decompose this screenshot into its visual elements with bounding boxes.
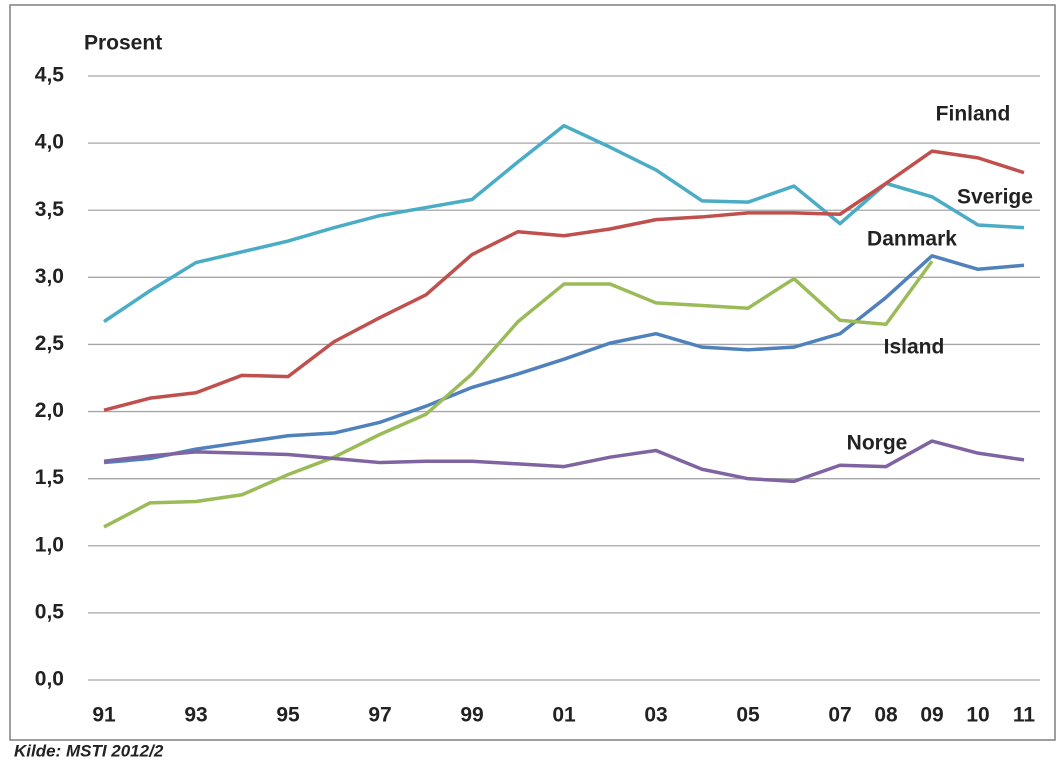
chart-frame bbox=[9, 4, 1056, 741]
series-label: Danmark bbox=[867, 228, 957, 251]
series-line bbox=[103, 123, 1025, 324]
y-tick-label: 4,5 bbox=[35, 64, 65, 87]
x-tick-label: 95 bbox=[276, 704, 300, 727]
x-tick-label: 01 bbox=[552, 704, 576, 727]
y-tick-label: 0,5 bbox=[35, 600, 65, 623]
series-label: Island bbox=[884, 336, 945, 359]
x-tick-label: 97 bbox=[368, 704, 391, 727]
x-tick-label: 08 bbox=[874, 704, 898, 727]
x-tick-label: 09 bbox=[920, 704, 943, 727]
series-line bbox=[103, 439, 1025, 484]
series-line bbox=[103, 149, 1025, 412]
series-line bbox=[103, 260, 934, 529]
y-axis-label: Prosent bbox=[84, 32, 162, 55]
y-tick-label: 3,0 bbox=[35, 265, 64, 288]
source-note: Kilde: MSTI 2012/2 bbox=[14, 741, 164, 760]
series-line bbox=[103, 254, 1025, 465]
y-tick-label: 2,5 bbox=[35, 332, 65, 355]
y-tick-label: 1,0 bbox=[35, 533, 64, 556]
y-tick-label: 2,0 bbox=[35, 399, 64, 422]
series-label: Norge bbox=[847, 432, 908, 455]
x-tick-label: 05 bbox=[736, 704, 760, 727]
series-label: Sverige bbox=[957, 186, 1033, 209]
x-tick-label: 10 bbox=[966, 704, 989, 727]
x-tick-label: 07 bbox=[828, 704, 851, 727]
x-tick-label: 99 bbox=[460, 704, 483, 727]
x-tick-label: 91 bbox=[92, 704, 116, 727]
series-label: Finland bbox=[936, 103, 1011, 126]
x-tick-label: 93 bbox=[184, 704, 207, 727]
x-tick-label: 11 bbox=[1013, 704, 1036, 727]
x-tick-label: 03 bbox=[644, 704, 667, 727]
y-tick-label: 4,0 bbox=[35, 131, 64, 154]
y-tick-label: 0,0 bbox=[35, 668, 64, 691]
y-tick-label: 1,5 bbox=[35, 466, 65, 489]
y-tick-label: 3,5 bbox=[35, 198, 65, 221]
